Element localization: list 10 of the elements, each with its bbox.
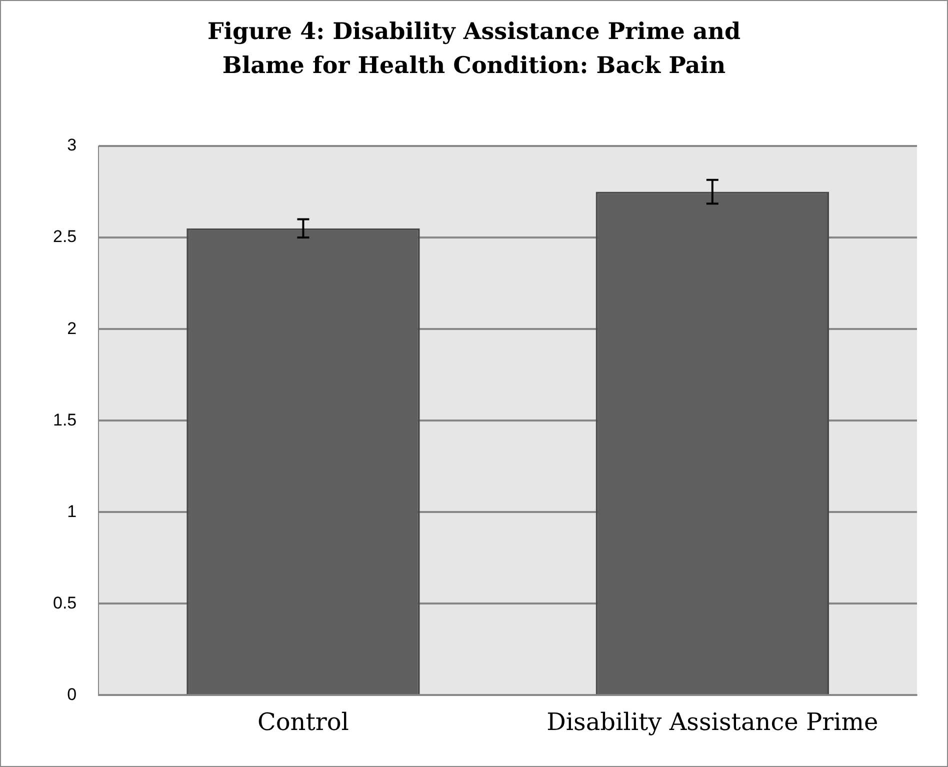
y-tick-label: 1 — [67, 502, 77, 521]
x-tick-label: Disability Assistance Prime — [546, 708, 878, 736]
y-tick-label: 2.5 — [52, 227, 77, 246]
y-tick-label: 1.5 — [52, 410, 77, 430]
y-tick-label: 3 — [67, 136, 77, 155]
y-tick-label: 2 — [67, 318, 77, 338]
chart-title: Figure 4: Disability Assistance Prime and Blame for Health Condition: Back Pain — [206, 17, 742, 81]
y-tick-label: 0 — [67, 684, 77, 704]
x-tick-label: Control — [257, 708, 349, 736]
y-tick-label: 0.5 — [52, 593, 77, 612]
